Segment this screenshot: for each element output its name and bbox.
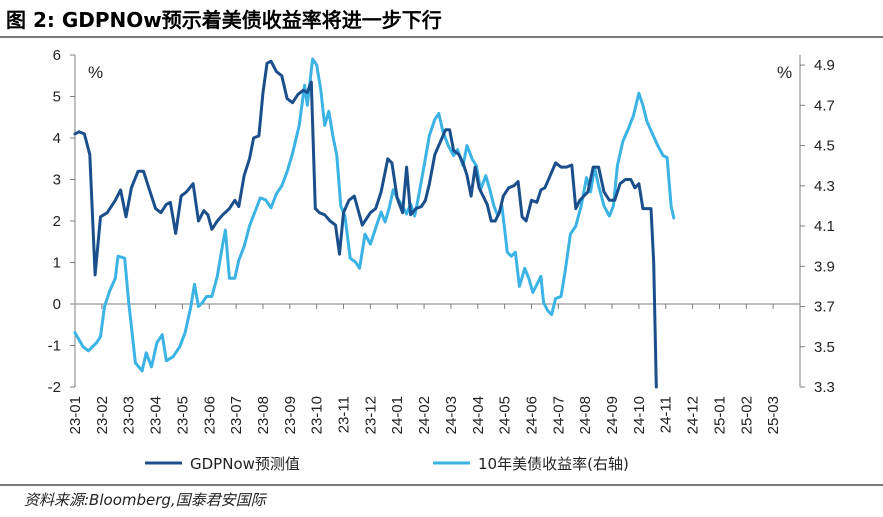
left-axis-tick-label: 6 xyxy=(53,47,61,64)
chart-title: 图 2: GDPNOw预示着美债收益率将进一步下行 xyxy=(6,8,442,32)
left-axis-tick-label: -1 xyxy=(48,338,61,355)
x-axis-tick-label: 25-01 xyxy=(711,396,728,434)
line-chart: -2 -1 0 1 2 3 4 5 6% 3.3 3.5 3.7 3.9 4.1 4.3 4.5 4.7 4.9%… xyxy=(48,47,835,473)
x-axis-tick-label: 23-04 xyxy=(148,396,165,434)
left-axis-tick-label: -2 xyxy=(48,379,61,396)
source-note: 资料来源:Bloomberg,国泰君安国际 xyxy=(24,491,266,509)
x-axis-tick-label: 24-04 xyxy=(470,396,487,434)
legend-label: GDPNow预测值 xyxy=(190,455,300,473)
x-axis-tick-label: 24-10 xyxy=(631,396,648,434)
right-axis-tick-label: 4.9 xyxy=(814,57,835,74)
left-axis-unit: % xyxy=(88,63,103,82)
series-line-treasury-10y xyxy=(73,57,676,373)
x-axis-tick-label: 24-01 xyxy=(389,396,406,434)
right-axis-unit: % xyxy=(777,63,792,82)
x-axis-tick-label: 24-05 xyxy=(497,396,514,434)
left-axis-tick-label: 2 xyxy=(53,213,61,230)
x-axis-tick-label: 25-02 xyxy=(738,396,755,434)
x-axis-tick-label: 23-10 xyxy=(309,396,326,434)
right-axis-tick-label: 4.1 xyxy=(814,218,835,235)
x-axis-tick-label: 24-11 xyxy=(658,396,675,433)
left-axis-tick-label: 5 xyxy=(53,89,61,106)
x-axis-tick-label: 24-02 xyxy=(416,396,433,434)
left-axis-tick-label: 1 xyxy=(53,255,61,272)
x-axis-tick-label: 23-09 xyxy=(282,396,299,434)
series-line-gdpnow xyxy=(73,59,658,389)
right-axis-tick-label: 4.7 xyxy=(814,97,835,114)
x-axis-tick-label: 23-12 xyxy=(362,396,379,434)
x-axis-tick-label: 23-11 xyxy=(336,396,353,433)
x-axis-tick-label: 23-08 xyxy=(255,396,272,434)
x-axis-tick-label: 24-12 xyxy=(685,396,702,434)
x-axis-tick-label: 23-01 xyxy=(67,396,84,434)
right-axis-tick-label: 3.3 xyxy=(814,379,835,396)
left-axis-tick-label: 0 xyxy=(53,296,61,313)
x-axis-tick-label: 25-03 xyxy=(765,396,782,434)
x-axis-tick-label: 24-09 xyxy=(604,396,621,434)
footer-divider xyxy=(0,484,883,486)
x-axis-tick-label: 23-05 xyxy=(174,396,191,434)
right-axis-tick-label: 4.3 xyxy=(814,178,835,195)
right-axis-tick-label: 3.9 xyxy=(814,258,835,275)
right-axis-tick-label: 3.7 xyxy=(814,299,835,316)
right-axis-tick-label: 4.5 xyxy=(814,138,835,155)
legend-label: 10年美债收益率(右轴) xyxy=(478,455,629,473)
right-axis-tick-label: 3.5 xyxy=(814,339,835,356)
left-axis-tick-label: 3 xyxy=(53,172,61,189)
x-axis-tick-label: 23-07 xyxy=(228,396,245,434)
left-axis-tick-label: 4 xyxy=(53,130,61,147)
x-axis-tick-label: 23-06 xyxy=(201,396,218,434)
x-axis-tick-label: 24-03 xyxy=(443,396,460,434)
x-axis-tick-label: 23-03 xyxy=(121,396,138,434)
x-axis-tick-label: 24-06 xyxy=(523,396,540,434)
x-axis-tick-label: 23-02 xyxy=(94,396,111,434)
title-divider xyxy=(0,36,883,38)
x-axis-tick-label: 24-07 xyxy=(550,396,567,434)
x-axis-tick-label: 24-08 xyxy=(577,396,594,434)
